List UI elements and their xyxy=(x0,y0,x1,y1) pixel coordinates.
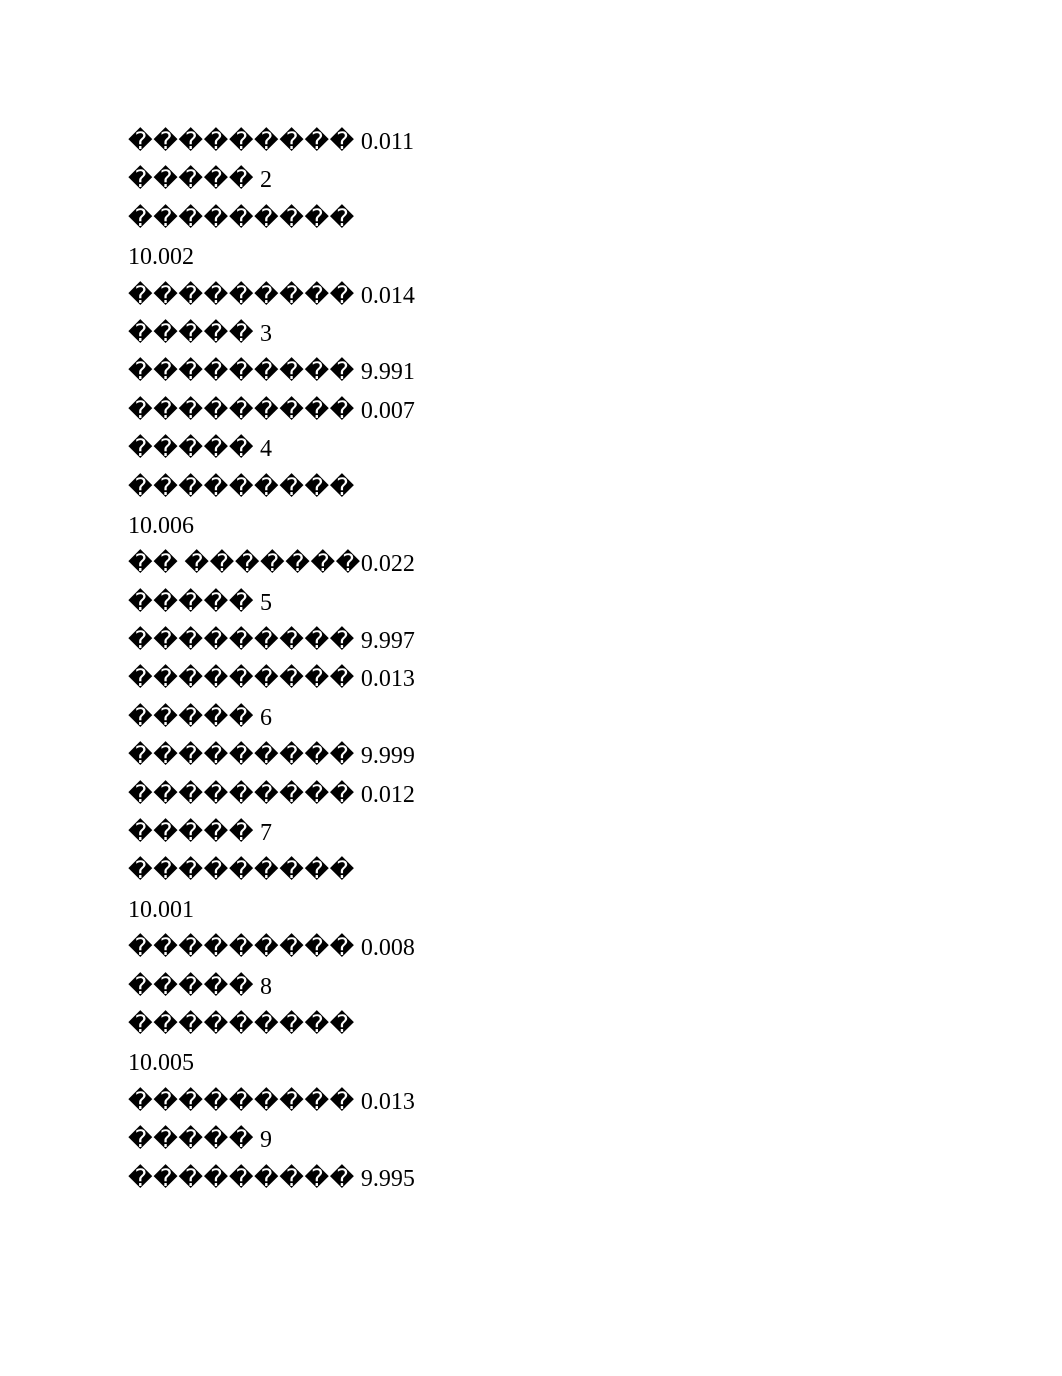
replacement-glyph-run: ��������� xyxy=(128,857,355,884)
replacement-glyph-run: ��������� xyxy=(128,474,355,501)
text-line: 10.005 xyxy=(128,1051,1062,1075)
replacement-glyph-run: ������� xyxy=(184,550,360,577)
text-line: ��������� xyxy=(128,859,1062,883)
text-line: ��������� xyxy=(128,1013,1062,1037)
replacement-glyph-run: ����� xyxy=(128,435,254,462)
numeric-value: 9.999 xyxy=(361,743,415,769)
replacement-glyph-run: ��������� xyxy=(128,358,355,385)
numeric-value: 9.991 xyxy=(361,359,415,385)
numeric-value: 0.011 xyxy=(361,129,414,155)
numeric-value: 0.013 xyxy=(361,666,415,692)
text-line: ����� 6 xyxy=(128,706,1062,730)
text-line: ��������� 9.997 xyxy=(128,629,1062,653)
text-line: 10.006 xyxy=(128,514,1062,538)
numeric-value: 2 xyxy=(260,167,272,193)
replacement-glyph-run: ��������� xyxy=(128,627,355,654)
text-line: 10.001 xyxy=(128,898,1062,922)
numeric-value: 0.008 xyxy=(361,935,415,961)
replacement-glyph-run: ��������� xyxy=(128,1088,355,1115)
text-line: ��������� 0.012 xyxy=(128,783,1062,807)
text-line: ��������� 0.014 xyxy=(128,284,1062,308)
numeric-value: 10.001 xyxy=(128,897,194,923)
text-line: ����� 7 xyxy=(128,821,1062,845)
numeric-value: 0.014 xyxy=(361,283,415,309)
numeric-value: 10.006 xyxy=(128,513,194,539)
numeric-value: 0.007 xyxy=(361,398,415,424)
replacement-glyph-run: ����� xyxy=(128,166,254,193)
text-line: ����� 5 xyxy=(128,591,1062,615)
replacement-glyph-run: ��������� xyxy=(128,781,355,808)
text-line: ��������� 9.995 xyxy=(128,1167,1062,1191)
replacement-glyph-run: ����� xyxy=(128,1126,254,1153)
text-line: ��������� 9.991 xyxy=(128,360,1062,384)
replacement-glyph-run: ��������� xyxy=(128,934,355,961)
text-line: ����� 2 xyxy=(128,168,1062,192)
text-line: ��������� 0.013 xyxy=(128,667,1062,691)
replacement-glyph-run: ��������� xyxy=(128,1165,355,1192)
text-line: ��������� xyxy=(128,207,1062,231)
numeric-value: 7 xyxy=(260,820,272,846)
numeric-value: 8 xyxy=(260,974,272,1000)
replacement-glyph-run: ��������� xyxy=(128,128,355,155)
numeric-value: 9.997 xyxy=(361,628,415,654)
text-line: 10.002 xyxy=(128,245,1062,269)
text-line: ����� 9 xyxy=(128,1128,1062,1152)
text-line: ����� 8 xyxy=(128,975,1062,999)
numeric-value: 0.013 xyxy=(361,1089,415,1115)
text-line: ��������� 0.007 xyxy=(128,399,1062,423)
replacement-glyph-run: �� xyxy=(128,550,178,577)
document-page: ��������� 0.011����� 2���������10.002���… xyxy=(0,0,1062,1376)
replacement-glyph-run: ��������� xyxy=(128,1011,355,1038)
numeric-value: 9.995 xyxy=(361,1166,415,1192)
numeric-value: 10.005 xyxy=(128,1050,194,1076)
text-line: ��������� 0.011 xyxy=(128,130,1062,154)
replacement-glyph-run: ��������� xyxy=(128,665,355,692)
numeric-value: 6 xyxy=(260,705,272,731)
replacement-glyph-run: ��������� xyxy=(128,397,355,424)
replacement-glyph-run: ��������� xyxy=(128,205,355,232)
replacement-glyph-run: ����� xyxy=(128,320,254,347)
replacement-glyph-run: ��������� xyxy=(128,742,355,769)
numeric-value: 5 xyxy=(260,590,272,616)
numeric-value: 9 xyxy=(260,1127,272,1153)
replacement-glyph-run: ����� xyxy=(128,704,254,731)
numeric-value: 3 xyxy=(260,321,272,347)
numeric-value: 4 xyxy=(260,436,272,462)
text-line: ��������� 0.008 xyxy=(128,936,1062,960)
text-line: ��������� 9.999 xyxy=(128,744,1062,768)
text-line: ����� 3 xyxy=(128,322,1062,346)
replacement-glyph-run: ����� xyxy=(128,973,254,1000)
numeric-value: 0.022 xyxy=(361,551,415,577)
replacement-glyph-run: ����� xyxy=(128,819,254,846)
replacement-glyph-run: ��������� xyxy=(128,282,355,309)
text-line: �� �������0.022 xyxy=(128,552,1062,576)
text-line: ��������� xyxy=(128,476,1062,500)
numeric-value: 0.012 xyxy=(361,782,415,808)
text-line: ����� 4 xyxy=(128,437,1062,461)
numeric-value: 10.002 xyxy=(128,244,194,270)
replacement-glyph-run: ����� xyxy=(128,589,254,616)
text-line: ��������� 0.013 xyxy=(128,1090,1062,1114)
